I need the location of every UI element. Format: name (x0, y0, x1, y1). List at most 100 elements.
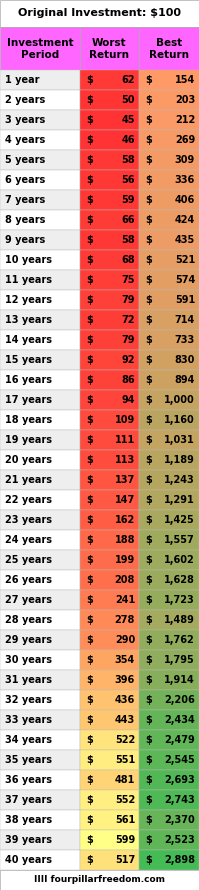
Text: $: $ (86, 795, 93, 805)
Bar (80, 390, 139, 410)
Bar (139, 490, 199, 510)
Text: 5 years: 5 years (5, 155, 45, 165)
Bar (139, 530, 199, 550)
Bar (80, 670, 139, 690)
Text: 18 years: 18 years (5, 415, 52, 425)
Bar (80, 830, 139, 850)
Text: 26 years: 26 years (5, 575, 52, 585)
Bar (0, 410, 80, 430)
Text: 2,370: 2,370 (164, 815, 195, 825)
Text: $: $ (86, 675, 93, 685)
Bar (0, 490, 80, 510)
Bar (0, 150, 80, 170)
Text: Investment: Investment (7, 38, 73, 48)
Bar (80, 510, 139, 530)
Text: 2,206: 2,206 (164, 695, 195, 705)
Text: 7 years: 7 years (5, 195, 45, 205)
Text: 443: 443 (115, 715, 135, 725)
Text: Best: Best (156, 38, 182, 48)
Text: 830: 830 (175, 355, 195, 365)
Text: $: $ (86, 555, 93, 565)
Bar (139, 770, 199, 790)
Bar (139, 590, 199, 610)
Text: 27 years: 27 years (5, 595, 52, 605)
Text: 11 years: 11 years (5, 275, 52, 285)
Text: $: $ (86, 215, 93, 225)
Text: 109: 109 (115, 415, 135, 425)
Text: $: $ (145, 175, 152, 185)
Text: 92: 92 (122, 355, 135, 365)
Bar (0, 530, 80, 550)
Bar (80, 70, 139, 90)
Text: 1,160: 1,160 (164, 415, 195, 425)
Bar (80, 370, 139, 390)
Bar (80, 190, 139, 210)
Text: 37 years: 37 years (5, 795, 52, 805)
Text: 336: 336 (175, 175, 195, 185)
Text: 591: 591 (175, 295, 195, 305)
Bar (0, 430, 80, 450)
Bar (80, 250, 139, 270)
Bar (0, 830, 80, 850)
Text: 38 years: 38 years (5, 815, 52, 825)
Bar (0, 350, 80, 370)
Bar (80, 730, 139, 750)
Text: 1,557: 1,557 (164, 535, 195, 545)
Text: 552: 552 (115, 795, 135, 805)
Text: 17 years: 17 years (5, 395, 52, 405)
Bar (139, 90, 199, 110)
Text: 1,914: 1,914 (164, 675, 195, 685)
Text: $: $ (86, 815, 93, 825)
Text: $: $ (86, 315, 93, 325)
Bar (80, 790, 139, 810)
Bar (139, 670, 199, 690)
Text: 4 years: 4 years (5, 135, 45, 145)
Bar (80, 710, 139, 730)
Bar (80, 430, 139, 450)
Text: 34 years: 34 years (5, 735, 52, 745)
Bar (139, 730, 199, 750)
Text: 40 years: 40 years (5, 855, 52, 865)
Bar (80, 350, 139, 370)
Bar (0, 630, 80, 650)
Bar (139, 690, 199, 710)
Bar (139, 310, 199, 330)
Text: $: $ (86, 655, 93, 665)
Text: Original Investment: $100: Original Investment: $100 (18, 9, 181, 19)
Bar (139, 70, 199, 90)
Text: 39 years: 39 years (5, 835, 52, 845)
Text: $: $ (145, 375, 152, 385)
Bar (139, 250, 199, 270)
Bar (0, 570, 80, 590)
Text: 199: 199 (115, 555, 135, 565)
Text: $: $ (86, 575, 93, 585)
Bar (80, 270, 139, 290)
Text: $: $ (86, 375, 93, 385)
Bar (0, 190, 80, 210)
Text: $: $ (86, 755, 93, 765)
Bar (0, 230, 80, 250)
Bar (139, 270, 199, 290)
Bar (80, 470, 139, 490)
Bar (80, 690, 139, 710)
Bar (139, 27, 199, 70)
Bar (80, 770, 139, 790)
Text: $: $ (86, 715, 93, 725)
Bar (0, 730, 80, 750)
Bar (80, 590, 139, 610)
Bar (0, 850, 80, 870)
Text: 32 years: 32 years (5, 695, 52, 705)
Bar (0, 27, 80, 70)
Text: $: $ (145, 475, 152, 485)
Text: 25 years: 25 years (5, 555, 52, 565)
Text: 1,489: 1,489 (164, 615, 195, 625)
Text: 29 years: 29 years (5, 635, 52, 645)
Text: 406: 406 (175, 195, 195, 205)
Text: 28 years: 28 years (5, 615, 52, 625)
Text: 1,189: 1,189 (164, 455, 195, 465)
Text: 269: 269 (175, 135, 195, 145)
Text: 2,479: 2,479 (164, 735, 195, 745)
Bar (80, 27, 139, 70)
Text: 436: 436 (115, 695, 135, 705)
Text: 58: 58 (121, 235, 135, 245)
